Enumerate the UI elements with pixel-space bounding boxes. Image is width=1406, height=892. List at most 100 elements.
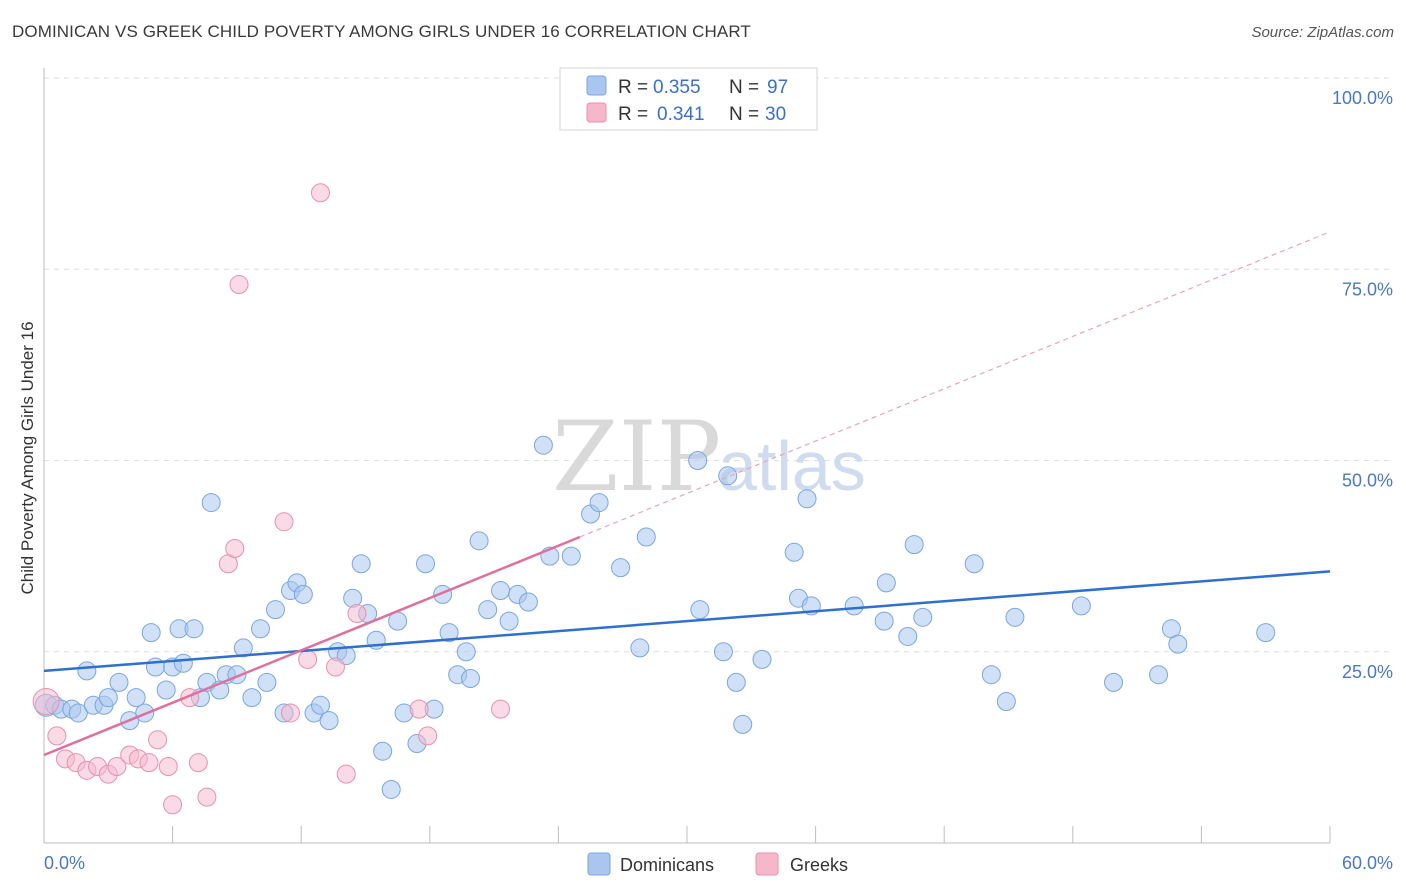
point-greeks <box>325 657 345 677</box>
trend-line-dominicans <box>43 570 1331 673</box>
trend-line-greeks <box>43 535 581 757</box>
point-dominicans <box>688 451 708 470</box>
top-legend: R = 0.355 N = 97 R = 0.341 N = 30 <box>559 67 818 131</box>
legend-n-label-greeks: N = <box>729 104 759 125</box>
y-tick-label-75: 75.0% <box>1342 279 1393 299</box>
point-dominicans <box>381 779 401 799</box>
point-dominicans <box>1071 596 1091 616</box>
x-tick-label-min: 0.0% <box>44 853 85 873</box>
point-greeks <box>188 753 208 773</box>
point-dominicans <box>1149 665 1169 685</box>
trend-lines <box>43 231 1331 757</box>
point-dominicans <box>257 672 277 692</box>
legend-swatch-greeks <box>586 102 607 123</box>
point-dominicans <box>242 688 262 708</box>
point-dominicans <box>233 638 253 658</box>
point-dominicans <box>499 611 519 631</box>
legend-r-label-dominicans: R = <box>618 77 648 98</box>
point-dominicans <box>478 600 498 620</box>
point-greeks <box>280 703 300 723</box>
point-dominicans <box>1104 672 1124 692</box>
point-dominicans <box>690 600 710 620</box>
point-dominicans <box>173 653 193 673</box>
point-dominicans <box>981 665 1001 685</box>
point-greeks <box>298 649 318 669</box>
point-dominicans <box>439 623 459 643</box>
y-tick-label-100: 100.0% <box>1332 88 1393 108</box>
point-dominicans <box>726 672 746 692</box>
point-dominicans <box>98 688 118 708</box>
point-dominicans <box>491 581 511 601</box>
point-dominicans <box>461 669 481 689</box>
x-tick-label-max: 60.0% <box>1342 853 1393 873</box>
point-dominicans <box>184 619 204 639</box>
point-dominicans <box>310 695 330 715</box>
point-dominicans <box>844 596 864 616</box>
point-dominicans <box>713 642 733 662</box>
point-dominicans <box>1256 623 1276 643</box>
point-dominicans <box>265 600 285 620</box>
point-greeks <box>274 512 294 532</box>
point-greeks <box>47 726 67 746</box>
point-dominicans <box>1005 607 1025 627</box>
point-dominicans <box>109 672 129 692</box>
point-greeks <box>163 795 183 815</box>
point-dominicans <box>996 691 1016 711</box>
trend-extension-greeks <box>579 231 1331 538</box>
watermark-atlas: atlas <box>718 427 866 505</box>
point-dominicans <box>733 714 753 734</box>
legend-r-value-dominicans: 0.355 <box>653 77 701 98</box>
point-dominicans <box>250 619 270 639</box>
chart-title: DOMINICAN VS GREEK CHILD POVERTY AMONG G… <box>12 22 751 41</box>
point-dominicans <box>141 623 161 643</box>
point-greeks <box>158 757 178 776</box>
point-dominicans <box>561 546 581 566</box>
legend-n-label-dominicans: N = <box>729 77 759 98</box>
point-dominicans <box>636 527 656 547</box>
y-tick-label-25: 25.0% <box>1342 662 1393 682</box>
bottom-legend-label-dominicans: Dominicans <box>620 855 714 875</box>
point-dominicans <box>964 554 984 574</box>
point-dominicans <box>589 493 609 513</box>
legend-n-value-greeks: 30 <box>765 104 786 125</box>
y-tick-labels: 25.0% 50.0% 75.0% 100.0% <box>1332 88 1393 682</box>
point-dominicans <box>797 489 817 509</box>
point-greeks <box>197 787 217 807</box>
x-axis-ticks <box>172 826 1331 843</box>
point-dominicans <box>456 642 476 662</box>
point-dominicans <box>611 558 631 578</box>
point-greeks <box>148 730 168 750</box>
point-greeks <box>491 699 511 719</box>
point-dominicans <box>77 661 97 681</box>
point-dominicans <box>351 554 371 574</box>
point-dominicans <box>1168 634 1188 654</box>
point-greeks <box>229 275 249 295</box>
legend-r-value-greeks: 0.341 <box>657 104 705 125</box>
point-dominicans <box>718 466 738 486</box>
point-dominicans <box>876 573 896 593</box>
point-dominicans <box>630 638 650 658</box>
legend-swatch-dominicans <box>586 75 607 96</box>
bottom-legend-swatch-greeks <box>755 852 779 876</box>
point-greeks <box>336 764 356 784</box>
legend-r-label-greeks: R = <box>618 104 648 125</box>
point-greeks <box>310 183 330 203</box>
point-dominicans <box>126 688 146 708</box>
point-dominicans <box>904 535 924 555</box>
source-label: Source: ZipAtlas.com <box>1251 24 1394 41</box>
point-greeks <box>225 538 245 558</box>
point-dominicans <box>874 611 894 631</box>
point-dominicans <box>416 554 436 574</box>
point-dominicans <box>518 592 538 612</box>
point-dominicans <box>156 680 176 700</box>
point-greeks <box>347 604 367 623</box>
bottom-legend-label-greeks: Greeks <box>790 855 848 875</box>
point-dominicans <box>898 626 918 646</box>
point-dominicans <box>201 493 221 513</box>
point-dominicans <box>469 531 489 551</box>
point-dominicans <box>319 711 339 731</box>
point-dominicans <box>68 703 88 723</box>
bottom-legend: Dominicans Greeks <box>587 852 848 876</box>
bottom-legend-swatch-dominicans <box>587 852 611 876</box>
